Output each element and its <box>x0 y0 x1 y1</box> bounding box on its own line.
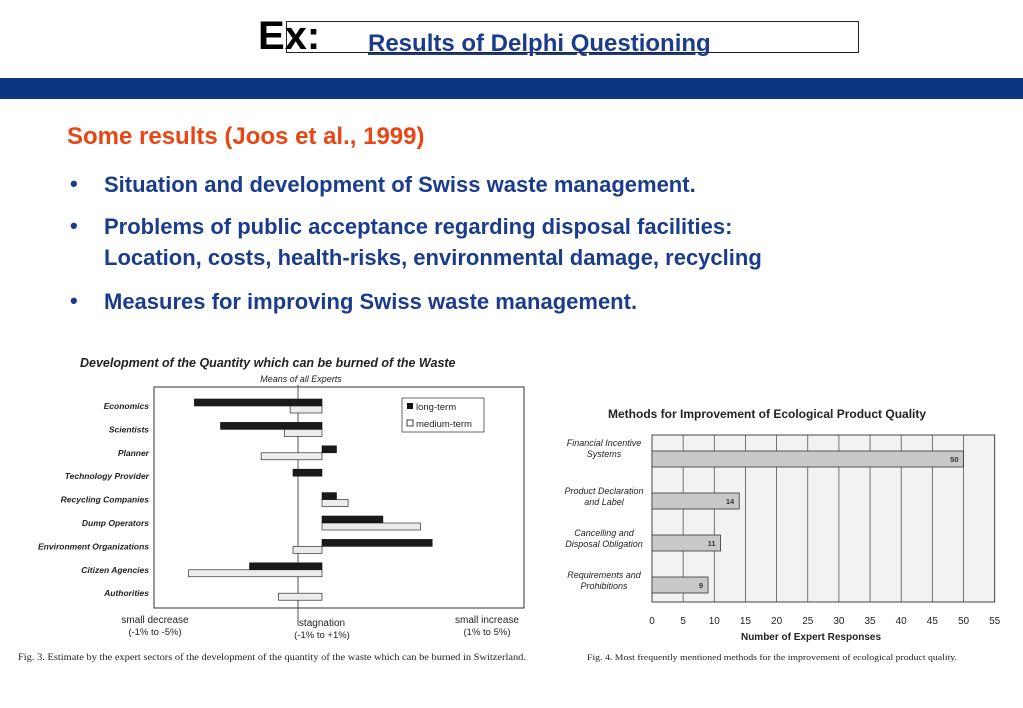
category-label: Disposal Obligation <box>565 539 643 549</box>
chart-subtitle: Means of all Experts <box>260 374 342 384</box>
legend-swatch-long-term <box>407 403 413 409</box>
tick-label: 20 <box>771 616 783 627</box>
category-label: Product Declaration <box>564 486 643 496</box>
xlabel-center: stagnation <box>299 618 345 629</box>
bar-long-term <box>220 422 323 430</box>
bar <box>651 534 721 552</box>
xlabel-left: small decrease <box>121 615 189 626</box>
category-label: Scientists <box>109 424 149 434</box>
bar-long-term <box>321 492 337 500</box>
data-label: 14 <box>726 497 735 506</box>
bar-long-term <box>321 445 337 454</box>
header-band <box>0 78 1023 99</box>
legend-box <box>401 397 485 433</box>
category-label: Citizen Agencies <box>81 565 149 575</box>
legend-swatch-medium-term <box>406 419 414 427</box>
chart-caption: Fig. 4. Most frequently mentioned method… <box>587 652 957 662</box>
tick-label: 50 <box>958 616 970 627</box>
bar-medium-term <box>292 546 323 554</box>
bar <box>651 450 964 468</box>
bar-medium-term <box>188 569 323 578</box>
xlabel-right: small increase <box>455 615 519 626</box>
xlabel-center-sub: (-1% to +1%) <box>294 630 350 641</box>
bar-medium-term <box>283 429 323 437</box>
tick-label: 0 <box>649 616 655 627</box>
chart-caption: Fig. 3. Estimate by the expert sectors o… <box>18 652 526 662</box>
tick-label: 35 <box>864 616 876 627</box>
bar-medium-term <box>321 522 421 531</box>
tick-label: 10 <box>709 616 721 627</box>
category-label: Technology Provider <box>65 471 150 481</box>
product-quality-chart: Methods for Improvement of Ecological Pr… <box>564 407 1001 662</box>
tick-label: 45 <box>927 616 939 627</box>
xlabel-right-sub: (1% to 5%) <box>464 627 511 638</box>
category-label: Requirements and <box>567 570 642 580</box>
data-label: 50 <box>950 455 958 464</box>
subheading: Some results (Joos et al., 1999) <box>67 123 425 150</box>
bullet-text: Situation and development of Swiss waste… <box>104 172 696 197</box>
bullet-dot: • <box>70 213 78 238</box>
legend-label: medium-term <box>416 419 472 430</box>
bar <box>651 492 740 510</box>
bullet-dot: • <box>70 171 78 196</box>
tick-label: 15 <box>740 616 752 627</box>
chart-title: Development of the Quantity which can be… <box>80 356 456 370</box>
bullet-text: Measures for improving Swiss waste manag… <box>104 289 638 314</box>
category-label: Authorities <box>103 588 149 598</box>
bullet-text: Problems of public acceptance regarding … <box>104 214 733 239</box>
tick-label: 55 <box>989 616 1001 627</box>
tick-label: 30 <box>833 616 845 627</box>
bar-long-term <box>194 398 323 407</box>
tick-label: 40 <box>896 616 908 627</box>
category-label: Systems <box>587 449 622 459</box>
category-label: Cancelling and <box>574 528 635 538</box>
category-label: Recycling Companies <box>61 495 150 505</box>
x-axis-label: Number of Expert Responses <box>741 632 881 643</box>
category-label: Economics <box>104 401 150 411</box>
category-label: Environment Organizations <box>38 541 149 551</box>
bullet-dot: • <box>70 288 78 313</box>
bullet-text-continued: Location, costs, health-risks, environme… <box>104 245 762 270</box>
bar-long-term <box>249 562 323 571</box>
tick-label: 25 <box>802 616 814 627</box>
category-label: Financial Incentive <box>567 438 642 448</box>
bar-medium-term <box>321 499 349 507</box>
chart-title: Methods for Improvement of Ecological Pr… <box>608 407 926 421</box>
category-label: and Label <box>584 497 625 507</box>
bar-medium-term <box>260 452 323 461</box>
bar-long-term <box>292 468 323 477</box>
xlabel-left-sub: (-1% to -5%) <box>128 627 181 638</box>
plot-frame <box>153 386 525 609</box>
tick-label: 5 <box>680 616 686 627</box>
data-label: 11 <box>708 539 716 548</box>
legend-label: long-term <box>416 402 456 413</box>
bar-medium-term <box>289 405 323 414</box>
category-label: Prohibitions <box>580 581 628 591</box>
bar-long-term <box>321 515 384 524</box>
bar-medium-term <box>278 592 323 601</box>
category-label: Dump Operators <box>82 518 149 528</box>
category-label: Planner <box>118 448 150 458</box>
waste-development-chart: Development of the Quantity which can be… <box>18 356 526 662</box>
bar-long-term <box>321 539 433 547</box>
data-label: 9 <box>699 581 703 590</box>
bar <box>651 576 709 594</box>
slide-title: Results of Delphi Questioning <box>368 30 711 57</box>
title-box <box>286 21 859 53</box>
